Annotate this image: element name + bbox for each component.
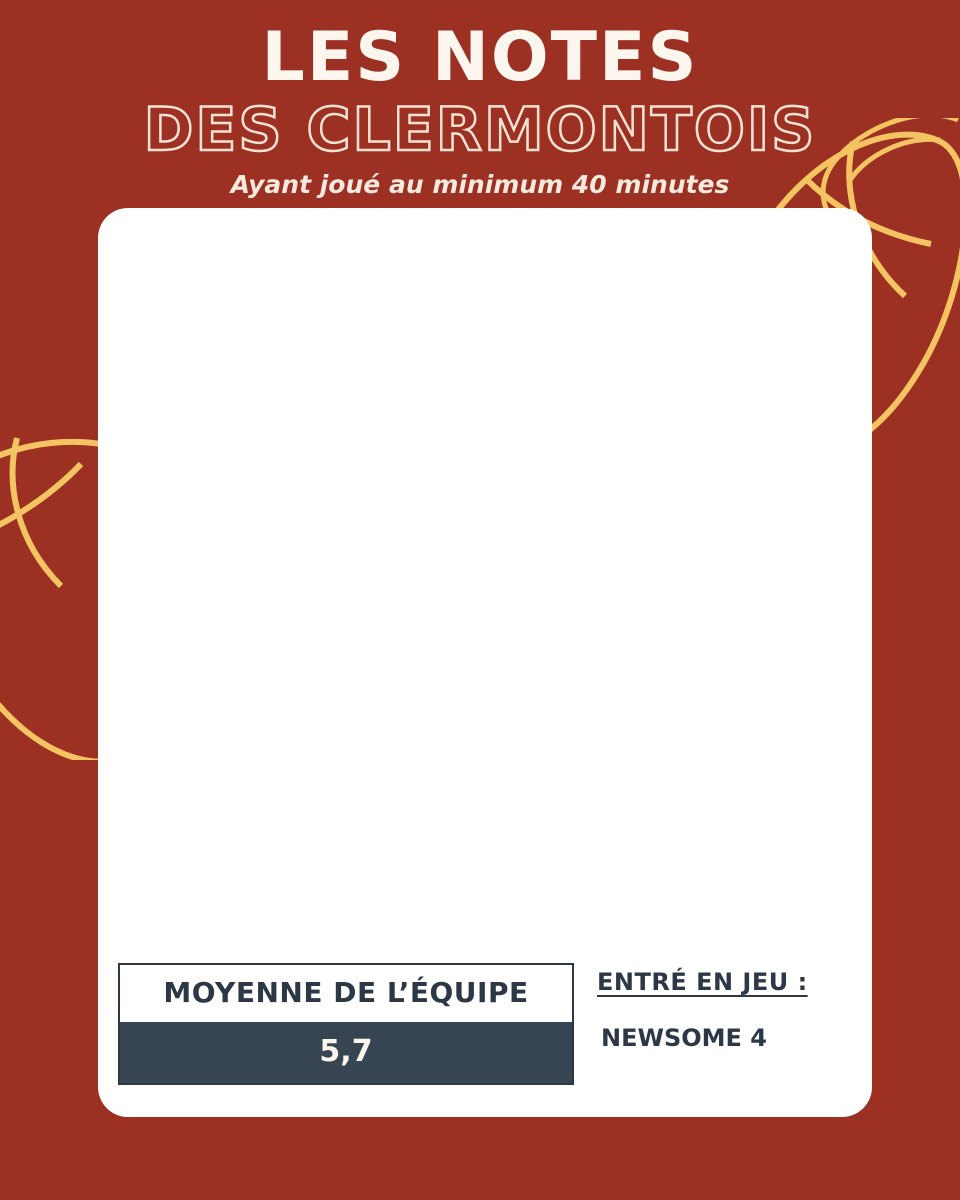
substitutes-list: NEWSOME 4: [597, 1024, 808, 1052]
substitutes-section: ENTRÉ EN JEU : NEWSOME 4: [597, 968, 808, 1052]
header: LES NOTES DES CLERMONTOIS Ayant joué au …: [0, 0, 960, 200]
team-average-value: 5,7: [120, 1022, 572, 1083]
team-average-label: MOYENNE DE L’ÉQUIPE: [120, 965, 572, 1022]
substitute-entry: NEWSOME 4: [601, 1024, 767, 1052]
page-title: LES NOTES: [261, 18, 699, 97]
page-tagline: Ayant joué au minimum 40 minutes: [230, 170, 730, 199]
substitutes-title: ENTRÉ EN JEU :: [597, 968, 808, 996]
team-average-box: MOYENNE DE L’ÉQUIPE 5,7: [118, 963, 574, 1085]
page-subtitle: DES CLERMONTOIS: [142, 95, 817, 165]
